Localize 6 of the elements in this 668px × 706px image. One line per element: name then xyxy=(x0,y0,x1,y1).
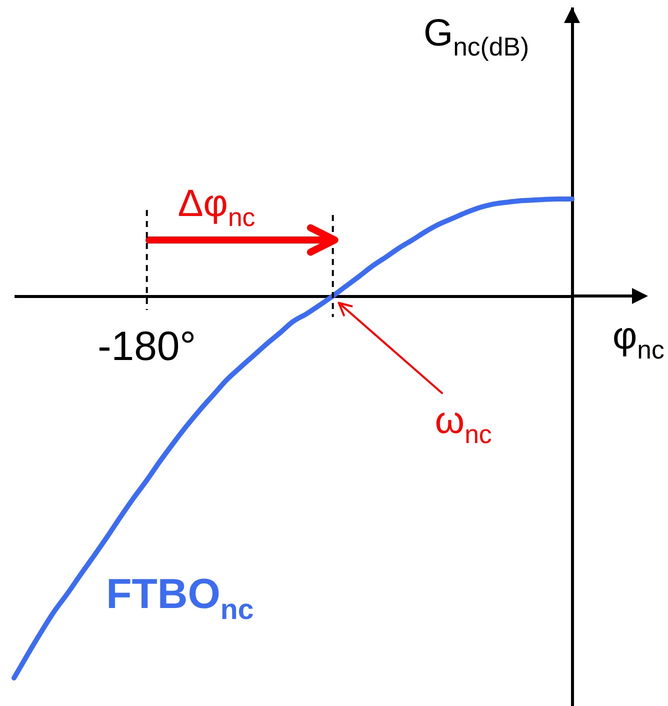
annotation: ω$_{nc}$ xyxy=(434,400,492,449)
annotation: Δφ$_{nc}$ xyxy=(178,182,256,232)
annotation: -180° xyxy=(98,322,196,369)
x-axis-title: φ$_{nc}$ xyxy=(612,315,664,364)
series-label: FTBO$_{nc}$ xyxy=(106,570,254,626)
y-axis-title: G$_{nc(dB)}$ xyxy=(424,12,530,62)
